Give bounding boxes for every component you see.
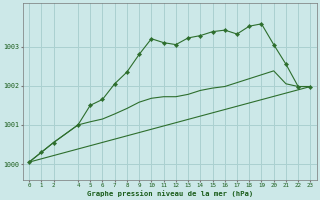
X-axis label: Graphe pression niveau de la mer (hPa): Graphe pression niveau de la mer (hPa) xyxy=(87,190,253,197)
